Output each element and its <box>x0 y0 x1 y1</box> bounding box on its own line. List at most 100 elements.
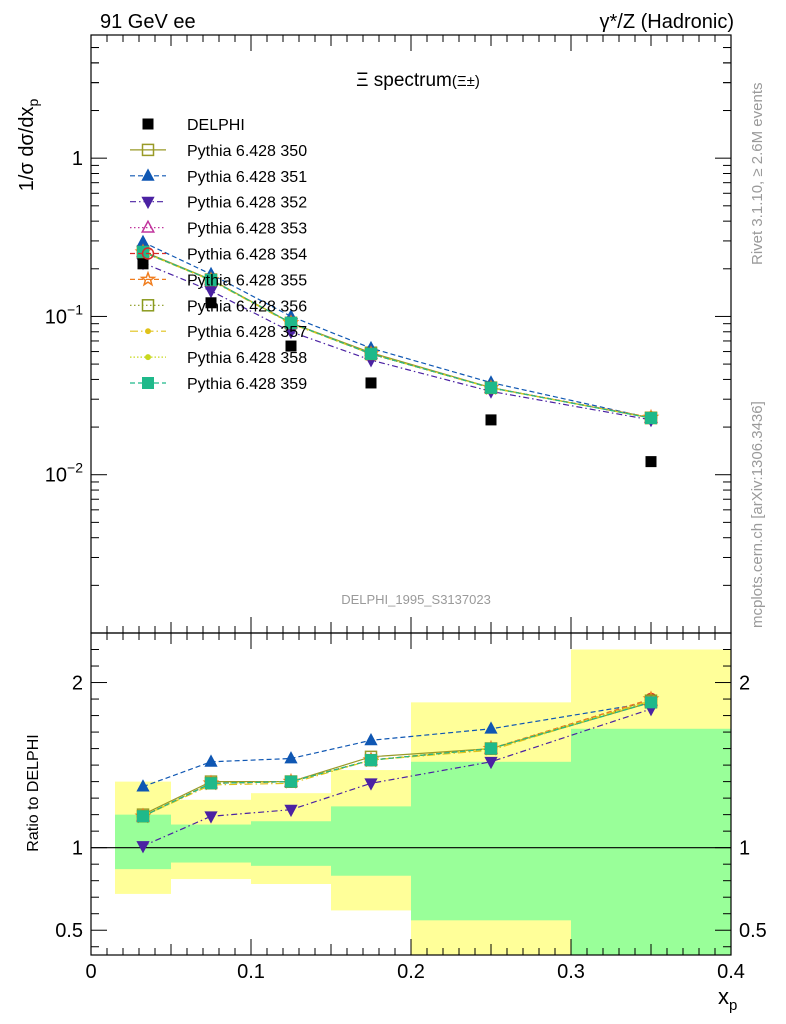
series-line <box>142 251 652 419</box>
chart-title: Ξ spectrum(Ξ±) <box>356 70 480 91</box>
x-tick-label: 0 <box>85 961 96 983</box>
ratio-series-marker <box>204 811 218 824</box>
legend-marker <box>145 328 151 335</box>
ratio-series-marker <box>364 732 378 746</box>
main-y-tick-label: 1 <box>72 148 83 170</box>
ratio-y-tick-label: 2 <box>72 673 83 695</box>
x-axis-label: xp <box>718 984 737 1014</box>
header-right-label: γ*/Z (Hadronic) <box>600 11 734 33</box>
main-plot-area: 110−110−2 <box>45 34 732 634</box>
chart-title-main: Ξ spectrum <box>356 70 452 91</box>
ratio-series-line <box>142 700 652 817</box>
legend-marker <box>141 196 155 210</box>
main-y-axis-label-sub: p <box>25 99 41 107</box>
ratio-series-marker <box>284 804 298 818</box>
legend-marker <box>141 247 155 260</box>
main-y-tick-label-base: 10 <box>45 465 67 487</box>
data-point <box>205 297 217 309</box>
x-tick-label: 0.3 <box>557 961 585 983</box>
ratio-series-marker <box>137 810 149 823</box>
data-point <box>645 456 657 468</box>
data-point <box>137 258 149 270</box>
legend-label: Pythia 6.428 355 <box>187 272 307 289</box>
series-line <box>142 262 652 421</box>
series-marker <box>204 286 218 299</box>
legend-marker <box>141 168 155 181</box>
ratio-series-line <box>142 700 652 817</box>
main-y-tick-label-base: 1 <box>72 148 83 170</box>
x-tick-label: 0.1 <box>237 961 265 983</box>
ratio-plot-area: 2 21 10.5 0.50 0.1 0.2 0.3 0.4 <box>55 632 767 983</box>
ratio-y-tick-label: 0.5 <box>55 920 83 942</box>
legend-label: Pythia 6.428 351 <box>187 169 307 186</box>
rivet-version-label: Rivet 3.1.10, ≥ 2.6M events <box>749 83 766 266</box>
legend-label: Pythia 6.428 359 <box>187 376 307 393</box>
legend-marker <box>139 270 157 287</box>
x-tick-label: 0.4 <box>717 961 745 983</box>
main-y-axis-label: 1/σ dσ/dxp <box>16 99 41 192</box>
data-point <box>365 377 377 389</box>
ratio-series-marker <box>136 841 150 854</box>
ratio-series-marker <box>484 756 498 770</box>
ratio-series-marker <box>364 778 378 791</box>
main-y-tick-label: 10−2 <box>45 460 83 487</box>
x-axis-label-main: x <box>718 984 729 1009</box>
legend-label: Pythia 6.428 354 <box>187 247 307 264</box>
legend-marker <box>141 299 155 312</box>
ratio-series-marker <box>484 721 498 734</box>
x-axis-label-sub: p <box>729 997 737 1014</box>
ratio-stat-band <box>251 821 331 866</box>
legend-label: Pythia 6.428 350 <box>187 143 307 160</box>
main-y-axis-label-main: 1/σ dσ/dx <box>16 107 38 192</box>
ratio-series-line <box>142 701 652 788</box>
legend-label: Pythia 6.428 358 <box>187 350 307 367</box>
ratio-series-marker <box>284 751 298 764</box>
header-left-label: 91 GeV ee <box>100 11 196 33</box>
series-marker <box>365 347 377 360</box>
chart-title-suffix: (Ξ±) <box>452 73 480 90</box>
watermark-label: DELPHI_1995_S3137023 <box>341 592 491 607</box>
main-y-tick-label-exp: −1 <box>67 301 83 317</box>
ratio-y-tick-label-right: 2 <box>739 673 750 695</box>
ratio-series-marker <box>645 696 657 709</box>
series-marker <box>645 412 657 425</box>
main-y-tick-label-exp: −2 <box>67 460 83 476</box>
data-point <box>485 414 497 426</box>
ratio-series-marker <box>136 779 150 792</box>
legend-label: Pythia 6.428 352 <box>187 195 307 212</box>
series-line <box>142 251 652 419</box>
data-point <box>285 340 297 352</box>
legend-marker <box>140 219 156 233</box>
series-line <box>142 251 652 419</box>
legend-marker <box>142 377 154 389</box>
ratio-y-axis-label: Ratio to DELPHI <box>25 734 42 851</box>
legend-marker <box>141 143 155 157</box>
series-line <box>142 241 652 419</box>
ratio-y-tick-label-right: 1 <box>739 838 750 860</box>
ratio-series-marker <box>285 775 297 788</box>
ratio-series-marker <box>204 754 218 767</box>
legend: DELPHI Pythia 6.428 350 Pythia 6.428 351 Py… <box>130 117 307 393</box>
ratio-stat-band <box>331 806 411 876</box>
series-marker <box>485 381 497 394</box>
series-marker <box>205 273 217 286</box>
legend-label: Pythia 6.428 353 <box>187 221 307 238</box>
legend-marker <box>145 354 151 361</box>
main-y-tick-label-base: 10 <box>45 306 67 328</box>
ratio-series-marker <box>485 742 497 755</box>
ratio-stat-band <box>571 728 731 955</box>
ratio-series-line <box>142 701 652 817</box>
ratio-stat-band <box>171 824 251 863</box>
legend-marker <box>142 118 154 130</box>
ratio-series-marker <box>205 777 217 790</box>
source-label: mcplots.cern.ch [arXiv:1306.3436] <box>749 401 766 628</box>
ratio-y-tick-label: 1 <box>72 838 83 860</box>
legend-label: Pythia 6.428 357 <box>187 324 307 341</box>
series-marker <box>285 316 297 329</box>
legend-label: DELPHI <box>187 117 245 134</box>
ratio-stat-band <box>411 761 571 921</box>
ratio-series-marker <box>365 754 377 767</box>
ratio-y-tick-label-right: 0.5 <box>739 920 767 942</box>
main-y-tick-label: 10−1 <box>45 301 83 328</box>
